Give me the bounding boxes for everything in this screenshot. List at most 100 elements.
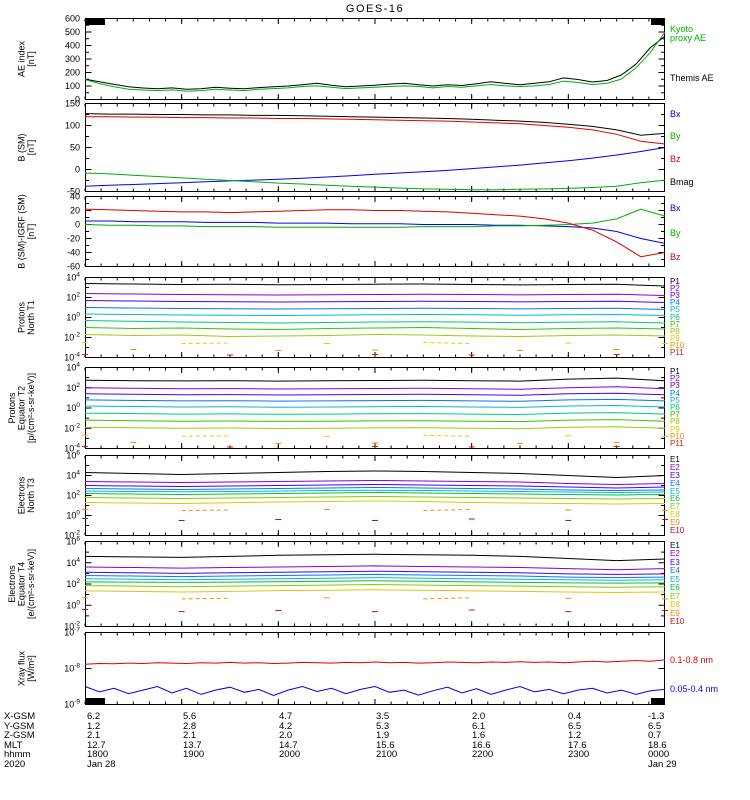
series-P1 xyxy=(84,283,666,287)
series-P8 xyxy=(84,426,666,430)
legend-e3: E3 xyxy=(670,470,680,480)
y-tick-label: -20 xyxy=(67,234,80,244)
b-sm-legend: Bx By Bz Bmag xyxy=(670,103,748,192)
y-tick-label: 400 xyxy=(65,41,80,51)
series-E8 xyxy=(84,500,666,505)
series-E9 xyxy=(423,597,472,600)
y-axis-title: ProtonsEquator T2[p/(cm²-s-sr-keV)] xyxy=(7,373,36,443)
y-axis-title: B (SM)-IGRF (SM)[nT] xyxy=(17,194,37,269)
axis-row-y-gsm: Y-GSM 1.2 2.8 4.2 5.3 6.1 6.5 6.5 xyxy=(0,720,750,732)
y-tick-label: 106 xyxy=(66,450,80,461)
legend-bz: Bz xyxy=(670,251,681,262)
legend-p5: P5 xyxy=(670,305,680,315)
legend-e7: E7 xyxy=(670,502,680,512)
legend-e10: E10 xyxy=(670,617,685,626)
axis-value: 16.6 xyxy=(472,739,491,751)
series-E7 xyxy=(84,583,666,588)
axis-value: 15.6 xyxy=(376,739,395,751)
axis-value: 6.1 xyxy=(472,720,486,732)
legend-p10: P10 xyxy=(670,340,685,350)
y-tick-label: -40 xyxy=(67,248,80,258)
protons-equator-t2-legend: P1 P2 P3 P4 P5 P6 P7 P8 P9 P10 P11 xyxy=(670,367,748,449)
b-sm-igrf-legend: Bx By Bz xyxy=(670,196,748,267)
chart-title: GOES-16 xyxy=(345,3,405,15)
axis-row-label: Y-GSM xyxy=(4,720,35,732)
legend-p1: P1 xyxy=(670,367,680,376)
y-tick-label: 10-4 xyxy=(64,352,80,363)
axis-row-label: hhmm xyxy=(4,749,31,760)
series-E5 xyxy=(84,577,666,581)
axis-value: 4.2 xyxy=(279,720,293,732)
axis-value: 2.1 xyxy=(183,730,197,741)
axis-value: Jan 28 xyxy=(87,758,116,770)
y-tick-label: 20 xyxy=(70,206,80,216)
series-E6 xyxy=(84,580,666,584)
legend-e4: E4 xyxy=(670,566,680,576)
y-tick-label: 102 xyxy=(66,578,80,589)
y-tick-label: 0 xyxy=(75,220,80,230)
plot-border xyxy=(85,18,665,100)
panel-ae-index: AE index[nT] 0 100 200 300 400 500 600 xyxy=(0,14,750,105)
axis-value: 18.6 xyxy=(648,739,667,751)
legend-kyoto-proxy-ae: Kyoto proxy AE xyxy=(670,23,707,44)
panel-electrons-equator-t4: ElectronsEquator T4[e/(cm²-s-sr-keV)] 10-… xyxy=(0,536,750,632)
legend-p9: P9 xyxy=(670,424,680,434)
legend-e8: E8 xyxy=(670,510,680,520)
y-tick-label: 102 xyxy=(66,382,80,393)
y-axis-title: Xray flux[W/m²] xyxy=(17,650,37,686)
series-P8 xyxy=(84,333,666,338)
y-tick-label: 10-2 xyxy=(64,422,80,433)
legend-p5: P5 xyxy=(670,395,680,405)
series-E4 xyxy=(84,486,666,492)
series-P3 xyxy=(84,392,666,396)
legend-p11: P11 xyxy=(670,439,684,448)
y-tick-label: 104 xyxy=(66,362,80,373)
series-P6 xyxy=(84,412,666,416)
legend-p3: P3 xyxy=(670,381,680,391)
panel-protons-north-t1: ProtonsNorth T1 10-4 10-2 100 102 104 xyxy=(0,272,750,363)
series-E9 xyxy=(181,597,231,600)
y-tick-label: 0 xyxy=(75,95,80,105)
series-E3 xyxy=(84,570,666,575)
legend-0.05-0.4-nm: 0.05-0.4 nm xyxy=(670,683,719,694)
series-P9 xyxy=(181,342,231,344)
y-tick-label: 106 xyxy=(66,536,80,547)
legend-bx: Bx xyxy=(670,109,681,120)
legend-p3: P3 xyxy=(670,291,680,301)
series-P5 xyxy=(84,404,666,408)
legend-by: By xyxy=(670,227,681,238)
y-axis-title: B (SM)[nT] xyxy=(17,133,37,161)
axis-value: 1.2 xyxy=(568,730,582,741)
y-tick-label: 40 xyxy=(70,192,80,202)
protons-north-t1-legend: P1 P2 P3 P4 P5 P6 P7 P8 P9 P10 P11 xyxy=(670,277,748,358)
legend-0.1-0.8-nm: 0.1-0.8 nm xyxy=(670,655,714,666)
y-tick-label: 100 xyxy=(66,510,80,521)
y-tick-label: 10-7 xyxy=(64,627,80,638)
axis-row-mlt: MLT 12.7 13.7 14.7 15.6 16.6 17.6 18.6 xyxy=(0,739,750,751)
y-tick-label: 104 xyxy=(66,272,80,283)
legend-e8: E8 xyxy=(670,600,680,610)
series-By xyxy=(84,172,666,191)
y-tick-label: 102 xyxy=(66,490,80,501)
series-Bx xyxy=(84,147,666,187)
legend-p10: P10 xyxy=(670,431,685,441)
b-sm-plot: B (SM)[nT] -50 0 50 100 150 xyxy=(17,99,666,197)
xray-flux-legend: 0.1-0.8 nm 0.05-0.4 nm xyxy=(670,632,748,705)
legend-e2: E2 xyxy=(670,549,680,559)
y-axis-title: AE index[nT] xyxy=(17,40,37,77)
ae-index-legend: Kyoto proxy AE Themis AE xyxy=(670,18,748,100)
legend-p8: P8 xyxy=(670,326,680,336)
y-tick-label: 200 xyxy=(65,68,80,78)
axis-value: 2.0 xyxy=(472,711,486,722)
series-P2 xyxy=(84,293,666,296)
legend-e10: E10 xyxy=(670,526,685,535)
legend-p7: P7 xyxy=(670,319,680,329)
series-E3 xyxy=(84,483,666,489)
series-Kyoto proxy AE xyxy=(84,31,666,92)
y-tick-label: 0 xyxy=(75,165,80,175)
y-tick-label: 100 xyxy=(66,312,80,323)
axis-value: Jan 29 xyxy=(648,758,677,770)
axis-row-label: X-GSM xyxy=(4,711,36,722)
axis-value: 5.3 xyxy=(376,720,390,732)
legend-p4: P4 xyxy=(670,298,680,308)
